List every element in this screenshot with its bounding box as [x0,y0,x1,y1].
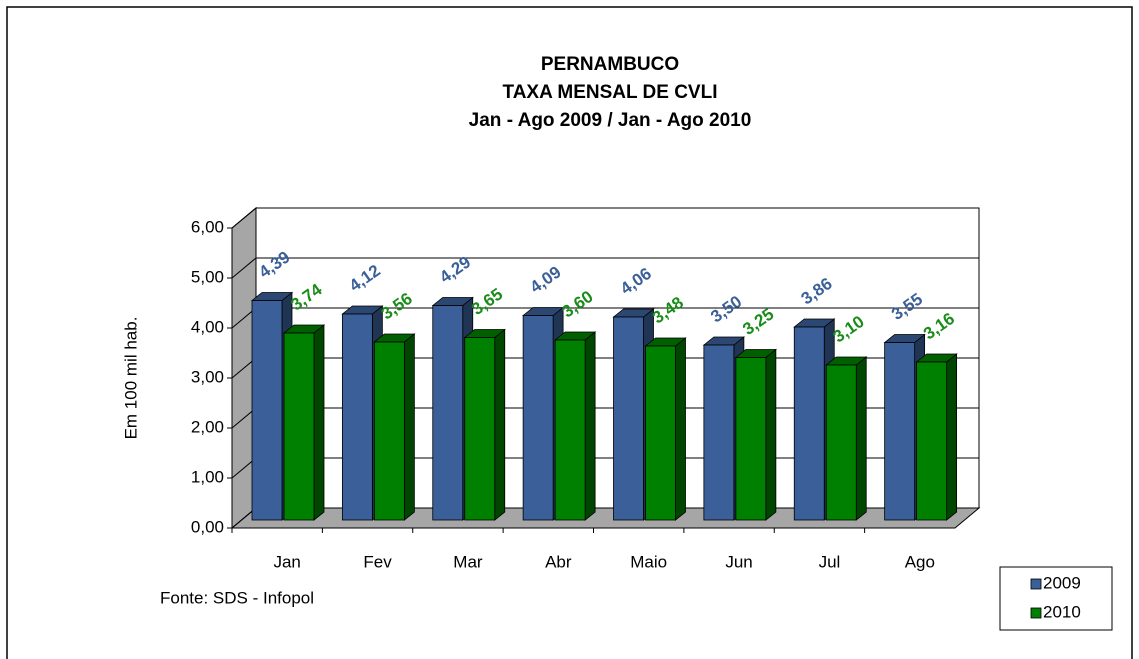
x-tick-label: Ago [905,552,935,571]
bar-side [765,348,777,521]
bar [251,300,283,521]
bar [341,313,373,521]
chart-title: PERNAMBUCO [541,54,679,75]
legend-swatch [1030,607,1042,619]
y-axis-label: Em 100 mil hab. [121,317,140,440]
bar [735,357,767,521]
chart-title: TAXA MENSAL DE CVLI [503,82,718,103]
legend-swatch [1030,578,1042,590]
bar-side [494,328,506,521]
x-tick-label: Maio [630,552,667,571]
y-tick-label: 6,00 [191,217,224,236]
x-tick-label: Mar [453,552,483,571]
bar-side [675,337,686,521]
bar [373,341,405,521]
bar-side [946,353,958,521]
bar-side [584,331,596,521]
y-tick-label: 5,00 [191,267,224,286]
bar [884,342,916,521]
bar [825,364,857,521]
bar [432,305,464,521]
legend-label: 2009 [1043,573,1081,592]
y-tick-label: 3,00 [191,367,224,386]
bar-side [403,333,415,521]
x-tick-label: Jun [725,552,752,571]
y-tick-label: 4,00 [191,317,224,336]
y-tick-label: 2,00 [191,417,224,436]
bar [793,326,825,521]
bar [703,344,735,521]
grid-line-side [231,257,257,279]
grid-line-side [231,207,257,229]
bar-side [855,356,867,521]
y-tick-label: 1,00 [191,467,224,486]
source-note: Fonte: SDS - Infopol [160,588,314,607]
x-tick-label: Jan [273,552,300,571]
chart-title: Jan - Ago 2009 / Jan - Ago 2010 [469,110,752,131]
x-tick-label: Jul [819,552,841,571]
bar [916,361,948,521]
bar [554,339,586,521]
bar [464,337,496,521]
legend-label: 2010 [1043,602,1081,621]
bar [613,316,644,521]
x-tick-label: Fev [363,552,392,571]
bar [283,332,315,521]
bar-side [313,324,325,521]
bar [645,345,676,521]
y-tick-label: 0,00 [191,517,224,536]
bar [522,315,554,521]
x-tick-label: Abr [545,552,572,571]
legend-box [999,566,1113,631]
